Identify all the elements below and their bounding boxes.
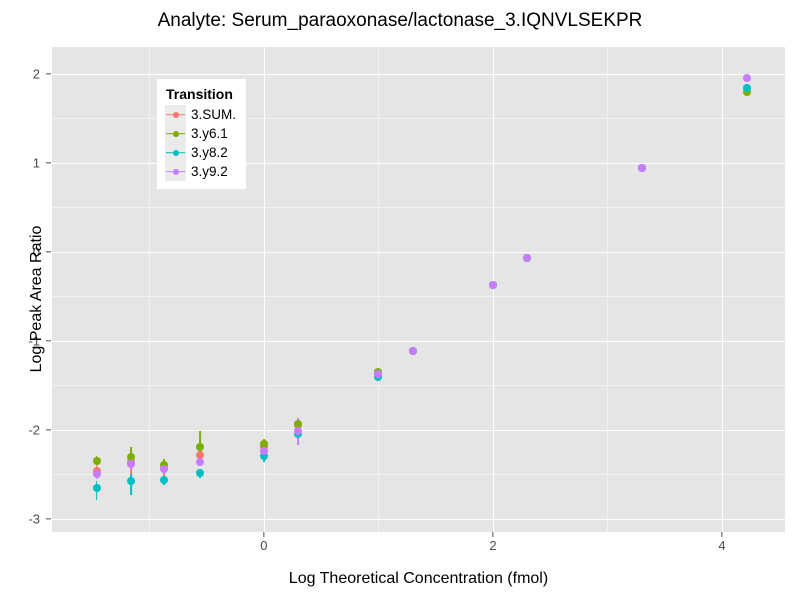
y-axis-title: Log Peak Area Ratio — [28, 225, 45, 373]
y-tick-mark — [46, 251, 51, 253]
gridline-minor-horizontal — [52, 207, 785, 208]
data-point[interactable] — [743, 74, 752, 83]
legend-key-icon — [165, 162, 186, 181]
chart-title: Analyte: Serum_paraoxonase/lactonase_3.I… — [157, 10, 643, 31]
data-point[interactable] — [523, 253, 532, 262]
gridline-major-vertical — [492, 47, 495, 532]
x-tick-label: 4 — [718, 538, 726, 553]
legend-key-icon — [165, 124, 186, 143]
legend-item[interactable]: 3.y6.1 — [165, 124, 236, 143]
legend-item-label: 3.y9.2 — [191, 164, 228, 179]
gridline-major-horizontal — [52, 251, 785, 254]
y-tick-mark — [46, 162, 51, 164]
x-tick-mark — [263, 532, 265, 537]
x-axis-title: Log Theoretical Concentration (fmol) — [288, 570, 549, 587]
x-tick-label: 2 — [489, 538, 497, 553]
y-tick-label: -2 — [28, 422, 40, 438]
y-tick-label: 0 — [32, 244, 40, 260]
legend-items: 3.SUM. 3.y6.1 3.y8.2 3.y9.2 — [165, 105, 236, 181]
data-point[interactable] — [92, 470, 101, 479]
y-tick-mark — [46, 340, 51, 342]
data-point[interactable] — [743, 88, 752, 97]
gridline-major-horizontal — [52, 162, 785, 165]
data-point[interactable] — [195, 443, 204, 452]
data-point[interactable] — [195, 457, 204, 466]
data-point[interactable] — [160, 476, 169, 485]
data-point[interactable] — [294, 420, 303, 429]
x-tick-mark — [492, 532, 494, 537]
gridline-major-horizontal — [52, 340, 785, 343]
y-tick-mark — [46, 73, 51, 75]
gridline-minor-horizontal — [52, 474, 785, 475]
data-point[interactable] — [637, 164, 646, 173]
gridline-major-horizontal — [52, 518, 785, 521]
data-point[interactable] — [259, 447, 268, 456]
x-tick-mark — [721, 532, 723, 537]
y-tick-label: 1 — [32, 155, 40, 171]
legend-item[interactable]: 3.y9.2 — [165, 162, 236, 181]
legend-item-label: 3.y8.2 — [191, 145, 228, 160]
data-point[interactable] — [92, 456, 101, 465]
data-point[interactable] — [195, 450, 204, 459]
legend-item-label: 3.y6.1 — [191, 126, 228, 141]
gridline-major-vertical — [263, 47, 266, 532]
gridline-minor-vertical — [607, 47, 609, 532]
data-point[interactable] — [127, 453, 136, 462]
gridline-major-vertical — [722, 47, 724, 532]
y-tick-label: -3 — [28, 511, 40, 527]
gridline-minor-horizontal — [52, 385, 785, 386]
data-point[interactable] — [259, 439, 268, 448]
legend-item[interactable]: 3.SUM. — [165, 105, 236, 124]
data-point[interactable] — [488, 280, 497, 289]
legend-key-icon — [165, 105, 186, 124]
gridline-major-horizontal — [52, 73, 785, 76]
data-point[interactable] — [294, 427, 303, 436]
gridline-minor-vertical — [378, 47, 380, 532]
y-tick-label: 2 — [32, 66, 40, 82]
gridline-major-horizontal — [52, 429, 785, 432]
data-point[interactable] — [259, 452, 268, 461]
data-point[interactable] — [92, 484, 101, 493]
legend-item[interactable]: 3.y8.2 — [165, 143, 236, 162]
legend-key-icon — [165, 143, 186, 162]
gridline-minor-vertical — [149, 47, 151, 532]
data-point[interactable] — [127, 460, 136, 469]
data-point[interactable] — [374, 370, 383, 379]
data-point[interactable] — [160, 464, 169, 473]
y-tick-mark — [46, 517, 51, 520]
data-point[interactable] — [195, 469, 204, 478]
data-point[interactable] — [743, 83, 752, 92]
legend-title: Transition — [166, 86, 233, 102]
legend: Transition 3.SUM. 3.y6.1 3.y8.2 3.y9.2 — [157, 79, 247, 189]
error-bar — [198, 430, 201, 453]
x-tick-label: 0 — [260, 538, 268, 553]
gridline-minor-horizontal — [52, 296, 785, 297]
data-point[interactable] — [127, 477, 136, 486]
gridline-minor-horizontal — [52, 118, 785, 119]
y-tick-mark — [46, 429, 51, 431]
y-tick-label: -1 — [28, 333, 40, 349]
legend-item-label: 3.SUM. — [191, 107, 237, 122]
data-point[interactable] — [408, 347, 417, 356]
